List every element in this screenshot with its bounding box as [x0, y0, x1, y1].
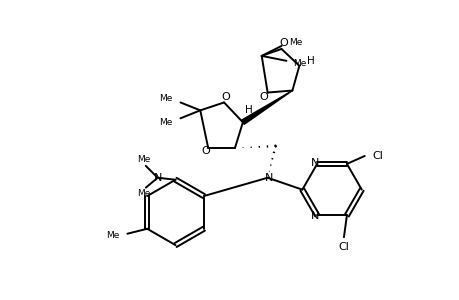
Text: N: N: [153, 173, 162, 183]
Text: Me: Me: [159, 118, 172, 127]
Text: H: H: [307, 56, 314, 66]
Text: O: O: [279, 38, 287, 48]
Text: Me: Me: [159, 94, 172, 103]
Text: N: N: [310, 212, 319, 221]
Polygon shape: [241, 91, 292, 124]
Text: O: O: [202, 146, 210, 156]
Text: Me: Me: [293, 59, 306, 68]
Text: Me: Me: [106, 231, 119, 240]
Text: H: H: [244, 105, 252, 116]
Text: Me: Me: [137, 155, 150, 164]
Text: Cl: Cl: [372, 151, 383, 161]
Text: O: O: [221, 92, 230, 103]
Text: O: O: [259, 92, 268, 103]
Text: Me: Me: [137, 189, 150, 198]
Text: Cl: Cl: [338, 242, 349, 252]
Text: Me: Me: [289, 38, 302, 46]
Text: N: N: [310, 158, 319, 168]
Text: N: N: [264, 173, 272, 183]
